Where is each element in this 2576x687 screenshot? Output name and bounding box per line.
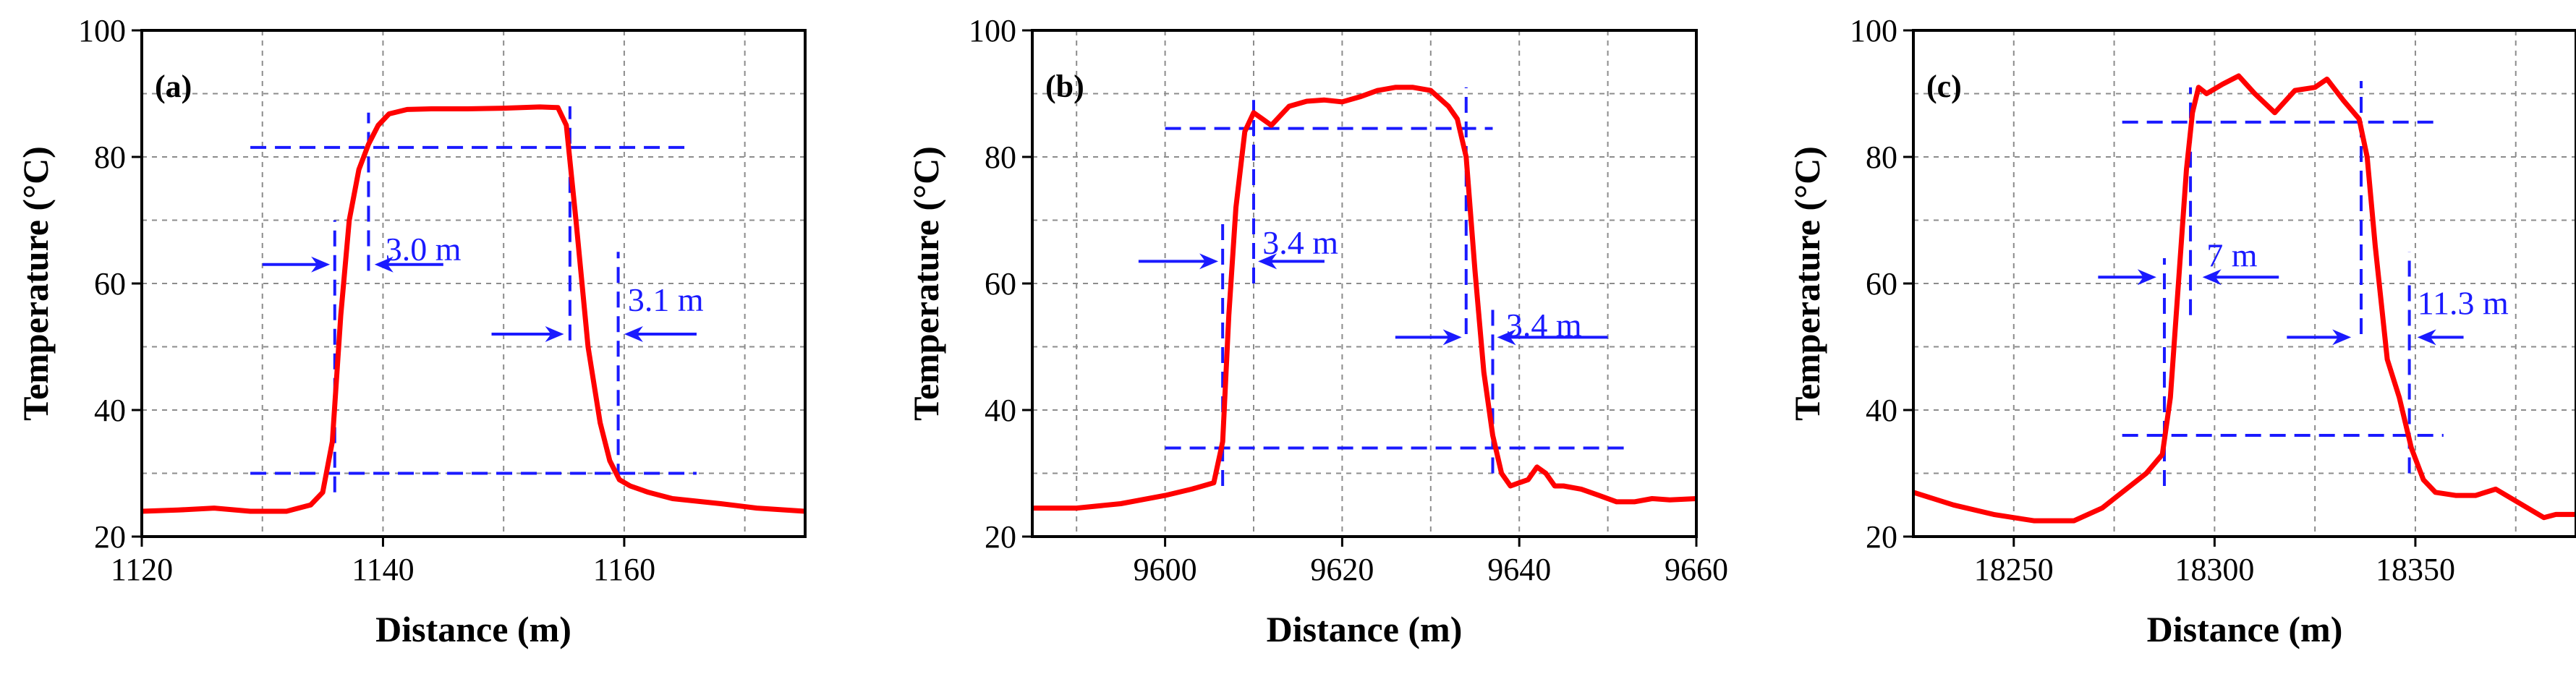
y-tick-label: 80 — [94, 140, 126, 175]
plot-frame — [1912, 29, 2576, 538]
arrow-left-icon — [1497, 329, 1608, 346]
y-axis-title: Temperature (°C) — [1787, 146, 1827, 421]
panel-label: (a) — [155, 69, 192, 104]
panel-a: 3.0 m 3.1 m 1120 1140 1160 20 40 60 80 100 Distanc… — [15, 13, 807, 649]
y-tick-label: 100 — [1850, 13, 1897, 48]
x-axis-title: Distance (m) — [375, 609, 571, 649]
x-tick-label: 1140 — [352, 552, 414, 587]
y-tick-label: 60 — [94, 266, 126, 302]
data-series — [1032, 85, 1696, 511]
width-annotation: 11.3 m — [2418, 284, 2509, 321]
arrow-left-icon — [374, 256, 443, 273]
x-tick-label: 9620 — [1310, 552, 1374, 587]
temperature-line — [142, 104, 805, 514]
x-tick-label: 9640 — [1487, 552, 1551, 587]
arrows — [1138, 253, 1608, 346]
y-axis-title: Temperature (°C) — [15, 146, 56, 421]
x-tick-label: 1120 — [111, 552, 173, 587]
guide-lines — [1165, 87, 1626, 486]
arrow-right-icon — [1395, 329, 1462, 346]
x-tick-label: 18350 — [2376, 552, 2455, 587]
y-tick-label: 40 — [1866, 393, 1897, 428]
y-axis-title: Temperature (°C) — [906, 146, 946, 421]
width-annotation: 3.4 m — [1262, 224, 1338, 261]
arrow-right-icon — [491, 326, 564, 342]
y-tick-label: 20 — [985, 519, 1016, 555]
arrow-right-icon — [1138, 253, 1219, 270]
y-tick-label: 40 — [94, 393, 126, 428]
y-tick-label: 40 — [985, 393, 1016, 428]
x-tick-label: 9600 — [1134, 552, 1197, 587]
temperature-line — [1032, 85, 1696, 511]
grid — [1913, 30, 2576, 537]
ticks: 9600 9620 9640 9660 20 40 60 80 100 — [969, 13, 1728, 587]
arrows — [262, 256, 697, 342]
x-axis-title: Distance (m) — [1267, 609, 1463, 649]
arrow-left-icon — [1258, 253, 1325, 270]
y-tick-label: 100 — [969, 13, 1016, 48]
panel-label: (b) — [1045, 69, 1084, 104]
data-series — [142, 104, 805, 514]
data-series — [1913, 73, 2576, 524]
y-tick-label: 60 — [1866, 266, 1897, 302]
panel-c: 7 m 11.3 m 18250 18300 18350 20 40 60 80 100 Dista… — [1787, 13, 2576, 649]
grid — [142, 30, 805, 537]
x-tick-label: 1160 — [593, 552, 655, 587]
y-tick-label: 60 — [985, 266, 1016, 302]
arrow-right-icon — [262, 256, 331, 273]
arrow-left-icon — [2202, 269, 2279, 286]
arrow-right-icon — [2287, 329, 2352, 346]
y-tick-label: 100 — [78, 13, 126, 48]
arrows — [2098, 269, 2464, 346]
x-tick-label: 18250 — [1974, 552, 2054, 587]
arrow-right-icon — [2098, 269, 2156, 286]
temperature-line — [1913, 73, 2576, 524]
panel-label: (c) — [1926, 69, 1962, 104]
ticks: 1120 1140 1160 20 40 60 80 100 — [78, 13, 655, 587]
x-tick-label: 9660 — [1665, 552, 1728, 587]
panel-b: 3.4 m 3.4 m 9600 9620 9640 9660 20 40 60 80 100 Dis… — [906, 13, 1728, 649]
arrow-left-icon — [2417, 329, 2464, 346]
y-tick-label: 80 — [1866, 140, 1897, 175]
width-annotation: 3.4 m — [1506, 307, 1582, 344]
y-tick-label: 20 — [1866, 519, 1897, 555]
x-axis-title: Distance (m) — [2147, 609, 2343, 649]
grid — [1032, 30, 1696, 537]
x-tick-label: 18300 — [2175, 552, 2254, 587]
y-tick-label: 20 — [94, 519, 126, 555]
ticks: 18250 18300 18350 20 40 60 80 100 — [1850, 13, 2455, 587]
plot-frame — [1031, 29, 1698, 538]
width-annotation: 3.0 m — [386, 231, 462, 268]
y-tick-label: 80 — [985, 140, 1016, 175]
width-annotation: 7 m — [2206, 237, 2258, 274]
arrow-left-icon — [624, 326, 697, 342]
width-annotation: 3.1 m — [628, 281, 704, 318]
